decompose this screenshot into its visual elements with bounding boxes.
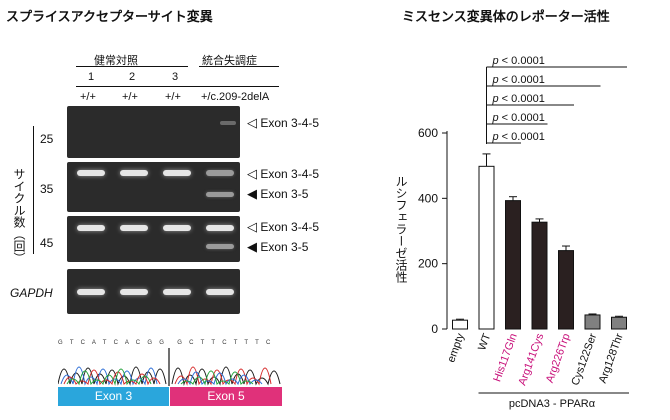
bar-empty xyxy=(452,319,468,330)
band-exon35-lane4 xyxy=(206,244,234,249)
x-tick-label: Arg141Cys xyxy=(516,331,546,387)
hollow-arrow-icon: ◁ xyxy=(247,166,257,181)
gel-25-cycles xyxy=(67,106,240,158)
exon5-box: Exon 5 xyxy=(170,387,282,406)
p-value-label: p < 0.0001 xyxy=(492,55,545,67)
genotype-3: +/+ xyxy=(165,91,181,103)
p-value-label: p < 0.0001 xyxy=(492,93,545,105)
gapdh-label: GAPDH xyxy=(10,286,53,300)
group-label: pcDNA3 - PPARα xyxy=(508,398,596,410)
band-label-5: ◀ Exon 3-5 xyxy=(247,239,309,254)
x-tick-label: Cys122Ser xyxy=(569,332,599,388)
y-tick-label: 400 xyxy=(418,191,438,205)
y-axis-label: ルシフェラーゼ活性 xyxy=(394,175,408,283)
sequence-letters: G T C A T C A C G G G C T T C T T T C xyxy=(58,340,282,346)
group-label-control: 健常対照 xyxy=(94,55,138,67)
band-exon345-lane2 xyxy=(120,225,148,231)
band-exon345-lane4 xyxy=(206,170,234,176)
p-value-label: p < 0.0001 xyxy=(492,131,545,143)
band-gapdh-lane1 xyxy=(77,289,105,295)
bar-arg141cys xyxy=(531,221,548,330)
solid-arrow-icon: ◀ xyxy=(247,239,257,254)
x-tick-label: empty xyxy=(445,331,467,364)
genotype-1: +/+ xyxy=(80,91,96,103)
cycle-label-35: 35 xyxy=(40,182,54,196)
p-value-label: p < 0.0001 xyxy=(492,112,545,124)
band-exon345-lane3 xyxy=(163,225,191,231)
sequence-left: G T C A T C A C G G xyxy=(58,340,167,346)
band-exon35-lane4 xyxy=(206,192,234,197)
cycle-label-25: 25 xyxy=(40,132,54,146)
lane-number-3: 3 xyxy=(172,71,179,83)
bar-arg226trp xyxy=(558,250,574,330)
group-label-schizophrenia: 統合失調症 xyxy=(202,55,257,67)
bar-arg128thr xyxy=(611,316,627,330)
y-tick-label: 600 xyxy=(418,126,438,140)
lane-divider xyxy=(76,86,279,87)
x-tick-label: Arg226Trp xyxy=(544,332,573,385)
band-gapdh-lane3 xyxy=(163,289,191,295)
bar-cys122ser xyxy=(584,314,601,330)
p-value-label: p < 0.0001 xyxy=(492,74,545,86)
cycle-axis-bracket xyxy=(33,126,34,254)
band-label-2: ◁ Exon 3-4-5 xyxy=(247,166,320,181)
genotype-4: +/c.209-2delA xyxy=(201,91,270,103)
x-tick-label: Arg128Thr xyxy=(597,332,626,385)
band-gapdh-lane4 xyxy=(206,289,234,295)
y-tick-label: 0 xyxy=(431,322,438,336)
band-label-3: ◀ Exon 3-5 xyxy=(247,186,309,201)
exon3-box: Exon 3 xyxy=(58,387,169,406)
band-exon345-lane3 xyxy=(163,170,191,176)
lane-number-2: 2 xyxy=(129,71,136,83)
hollow-arrow-icon: ◁ xyxy=(247,219,257,234)
band-exon345-lane4 xyxy=(206,225,234,231)
left-panel-title: スプライスアクセプターサイト変異 xyxy=(6,9,213,24)
cycle-axis-label: サイクル数（回） xyxy=(12,168,26,264)
group-divider-control xyxy=(76,66,188,67)
cycle-label-45: 45 xyxy=(40,236,54,250)
solid-arrow-icon: ◀ xyxy=(247,186,257,201)
y-tick-label: 200 xyxy=(418,257,438,271)
band-label-1: ◁ Exon 3-4-5 xyxy=(247,115,320,130)
right-panel-title: ミスセンス変異体のレポーター活性 xyxy=(402,9,610,24)
x-tick-label: His117Gln xyxy=(491,332,520,384)
band-exon345-lane1 xyxy=(77,170,105,176)
band-exon345-lane1 xyxy=(77,225,105,231)
chromatogram-trace xyxy=(58,348,281,386)
gel-45-cycles xyxy=(67,216,240,262)
lane-number-1: 1 xyxy=(88,71,95,83)
hollow-arrow-icon: ◁ xyxy=(247,115,257,130)
sequence-right: G C T T C T T T C xyxy=(177,340,274,346)
genotype-2: +/+ xyxy=(122,91,138,103)
band-gapdh-lane2 xyxy=(120,289,148,295)
band-label-4: ◁ Exon 3-4-5 xyxy=(247,219,320,234)
bar-wt xyxy=(478,165,495,330)
band-exon345-lane4 xyxy=(220,121,236,125)
gel-gapdh xyxy=(67,269,240,314)
band-exon345-lane2 xyxy=(120,170,148,176)
group-divider-schizophrenia xyxy=(199,66,279,67)
x-tick-label: WT xyxy=(476,332,493,352)
bar-his117gln xyxy=(505,200,521,330)
gel-35-cycles xyxy=(67,162,240,212)
